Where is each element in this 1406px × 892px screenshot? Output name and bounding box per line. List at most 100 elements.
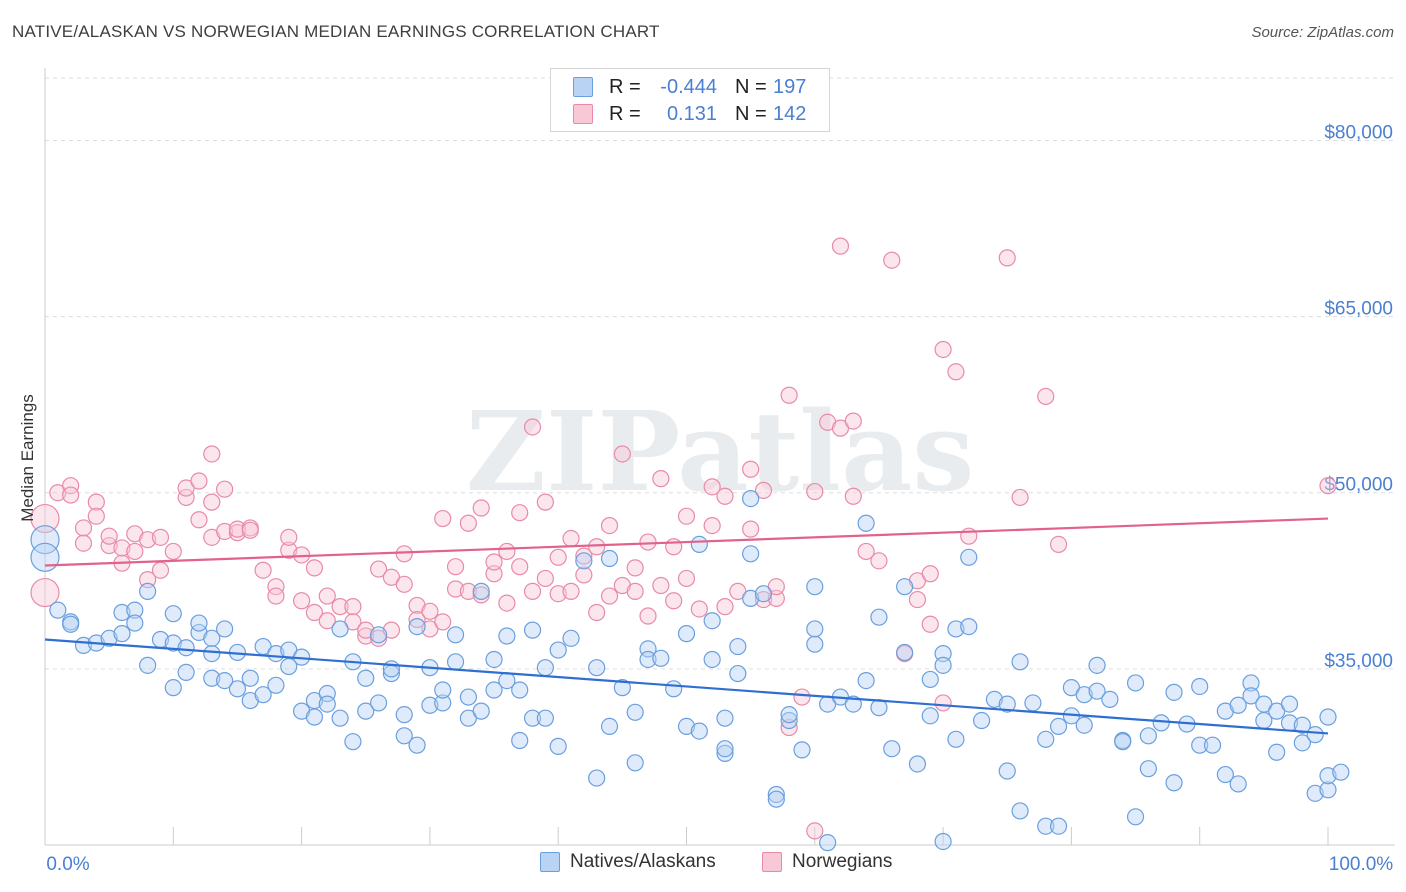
native-point: [1242, 687, 1260, 705]
norwegian-point: [1049, 535, 1068, 553]
y-tick-label: $65,000: [1324, 299, 1393, 320]
pink-swatch: [573, 104, 593, 124]
native-point: [716, 744, 734, 763]
native-point: [139, 582, 157, 600]
norwegian-point: [164, 542, 182, 561]
legend-label: Natives/Alaskans: [570, 851, 716, 872]
norwegian-point: [459, 582, 477, 600]
norwegian-point: [562, 529, 580, 548]
native-point: [998, 762, 1016, 780]
native-point: [434, 694, 452, 712]
native-point: [767, 785, 785, 804]
native-point: [113, 603, 131, 622]
norwegian-point: [113, 539, 131, 557]
norwegian-point: [177, 488, 195, 507]
native-point: [1011, 802, 1029, 820]
native-point: [703, 650, 721, 669]
native-point: [408, 617, 426, 636]
native-point: [434, 681, 452, 699]
norwegian-point: [241, 521, 259, 539]
norwegian-point: [613, 445, 631, 463]
native-point: [446, 626, 465, 644]
native-point: [600, 717, 619, 736]
norwegian-point: [639, 533, 657, 551]
native-point: [1229, 775, 1247, 793]
axes-layer: $35,000 $50,000 $65,000 $80,000 0.0% 100.0%: [44, 68, 1395, 875]
norwegian-point: [498, 594, 516, 612]
norwegian-point: [767, 589, 785, 608]
norwegian-point: [677, 569, 696, 588]
norwegian-point: [408, 610, 426, 629]
native-point: [421, 696, 439, 714]
native-point: [1165, 683, 1183, 701]
norwegian-point: [677, 507, 696, 525]
y-axis-label: Median Earnings: [18, 394, 37, 522]
norwegian-point: [883, 251, 901, 269]
native-point: [369, 626, 388, 644]
native-point: [896, 643, 914, 662]
native-point: [344, 733, 362, 751]
native-point: [1049, 817, 1068, 835]
norwegian-point: [998, 249, 1016, 267]
native-point: [523, 621, 542, 639]
native-point: [485, 650, 503, 669]
trend-lines: [44, 517, 1329, 735]
norwegian-point: [652, 470, 670, 488]
natives-trend-line: [44, 638, 1329, 735]
native-point: [62, 615, 80, 633]
n-label: N =: [735, 75, 767, 98]
native-point: [575, 552, 593, 570]
native-point: [1088, 656, 1106, 674]
native-point: [511, 681, 529, 699]
norwegian-point: [369, 560, 388, 578]
native-point: [806, 635, 824, 653]
native-point: [793, 741, 811, 759]
norwegian-point: [1011, 488, 1029, 507]
norwegian-point: [62, 486, 80, 504]
native-point: [472, 702, 490, 720]
y-tick-label: $35,000: [1324, 651, 1393, 672]
native-point: [1037, 730, 1055, 748]
native-point: [690, 722, 708, 740]
norwegian-point: [357, 621, 375, 639]
native-point: [985, 690, 1004, 708]
native-point: [549, 641, 567, 659]
native-point: [1101, 690, 1119, 708]
norwegian-point: [280, 528, 298, 546]
norwegian-point: [305, 559, 324, 577]
norwegian-point: [600, 587, 619, 605]
native-point: [267, 676, 285, 694]
native-point: [626, 754, 644, 772]
native-point: [1319, 767, 1337, 785]
native-point: [1332, 763, 1350, 781]
native-point: [921, 670, 939, 689]
norwegian-point: [446, 580, 465, 598]
norwegian-point: [947, 363, 965, 381]
native-point: [844, 695, 862, 713]
native-point: [164, 634, 182, 652]
native-point: [357, 669, 375, 687]
chart-source: Source: ZipAtlas.com: [1251, 24, 1394, 41]
norwegian-point: [626, 582, 644, 600]
native-point: [1229, 696, 1247, 714]
norwegian-point: [30, 577, 60, 608]
norwegian-point: [216, 480, 234, 498]
native-point: [485, 681, 503, 699]
norwegians-trend-line: [44, 517, 1329, 567]
norwegian-point: [87, 507, 105, 525]
norwegian-point: [30, 503, 60, 534]
native-point: [806, 578, 824, 596]
native-point: [883, 740, 901, 758]
native-point: [177, 639, 195, 657]
native-point: [1306, 784, 1324, 802]
norwegian-point: [267, 587, 285, 605]
legend-item-norwegians[interactable]: Norwegians: [762, 851, 892, 873]
blue-swatch: [540, 852, 560, 872]
norwegian-point: [742, 520, 760, 538]
norwegian-point: [665, 538, 683, 556]
native-point: [30, 525, 60, 555]
native-point: [908, 755, 927, 773]
legend-item-natives[interactable]: Natives/Alaskans: [540, 851, 716, 873]
norwegian-point: [126, 542, 144, 561]
norwegian-point: [934, 340, 952, 359]
